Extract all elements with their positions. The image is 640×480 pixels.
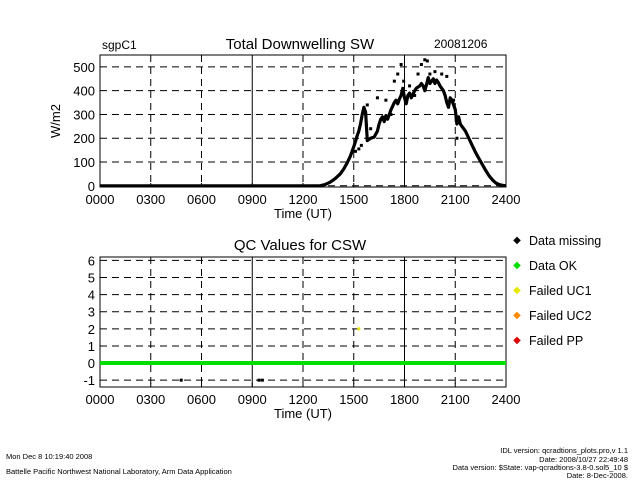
x-tick-label: 1500 <box>339 192 368 207</box>
data-point <box>419 63 423 67</box>
legend-label: Failed UC1 <box>529 283 592 298</box>
x-tick-label: 2100 <box>441 392 470 407</box>
x-tick-label: 0600 <box>187 392 216 407</box>
date-label: 20081206 <box>434 37 488 51</box>
x-axis-label: Time (UT) <box>274 206 332 221</box>
y-tick-label: 500 <box>73 60 95 75</box>
x-tick-label: 0600 <box>187 192 216 207</box>
legend-label: Failed UC2 <box>529 308 592 323</box>
qc-chart-title: QC Values for CSW <box>233 237 367 254</box>
data-point <box>423 58 427 62</box>
x-tick-label: 0300 <box>136 392 165 407</box>
data-point <box>365 103 369 107</box>
legend-marker: ◆ <box>513 335 521 346</box>
data-point <box>369 127 373 131</box>
data-point <box>375 96 379 100</box>
data-point <box>402 79 406 83</box>
x-axis-label: Time (UT) <box>274 406 332 421</box>
legend-label: Data OK <box>529 258 577 273</box>
data-point <box>440 72 444 76</box>
legend-marker: ◆ <box>513 285 521 296</box>
y-tick-label: -1 <box>83 373 95 388</box>
x-tick-label: 1800 <box>390 392 419 407</box>
y-tick-label: 200 <box>73 131 95 146</box>
data-point <box>257 378 261 382</box>
data-point <box>260 378 264 382</box>
y-tick-label: 400 <box>73 84 95 99</box>
x-tick-label: 2400 <box>492 192 521 207</box>
data-point <box>359 143 363 147</box>
y-tick-label: 0 <box>88 179 95 194</box>
data-point <box>455 136 459 140</box>
y-tick-label: 6 <box>88 253 95 268</box>
x-tick-label: 0900 <box>238 392 267 407</box>
site-label: sgpC1 <box>102 38 137 52</box>
legend-item: ◆ Data missing <box>513 228 601 253</box>
y-tick-label: 0 <box>88 356 95 371</box>
footer-date2: Date: 8-Dec-2008. <box>566 471 628 480</box>
data-point <box>428 72 432 76</box>
chart-title: Total Downwelling SW <box>225 36 375 53</box>
y-tick-label: 300 <box>73 107 95 122</box>
footer-date: Date: 2008/10/27 22:49:48 <box>539 455 628 464</box>
plot-frame <box>99 256 507 388</box>
y-tick-label: 3 <box>88 305 95 320</box>
footer-data-version: Data version: $State: vap-qcradtions-3.8… <box>452 463 628 472</box>
footer-org: Battelle Pacific Northwest National Labo… <box>6 467 232 476</box>
data-point <box>357 147 361 151</box>
y-tick-label: 100 <box>73 155 95 170</box>
legend-marker: ◆ <box>513 260 521 271</box>
y-tick-label: 1 <box>88 339 95 354</box>
data-point <box>452 98 456 102</box>
data-point <box>425 59 429 63</box>
data-point <box>353 149 357 153</box>
data-point <box>396 72 400 76</box>
x-tick-label: 1200 <box>289 392 318 407</box>
data-point <box>384 98 388 102</box>
legend-marker: ◆ <box>513 310 521 321</box>
legend-label: Failed PP <box>529 333 584 348</box>
data-point <box>416 72 420 76</box>
data-point <box>392 79 396 83</box>
legend-item: ◆ Failed PP <box>513 328 601 353</box>
data-point <box>399 63 403 67</box>
y-tick-label: 4 <box>88 288 95 303</box>
legend-item: ◆ Failed UC2 <box>513 303 601 328</box>
footer-timestamp: Mon Dec 8 10:19:40 2008 <box>6 452 93 461</box>
x-tick-label: 0000 <box>86 392 115 407</box>
legend: ◆ Data missing ◆ Data OK ◆ Failed UC1 ◆ Fail… <box>513 228 601 353</box>
y-tick-label: 2 <box>88 322 95 337</box>
data-point <box>357 327 361 331</box>
data-point <box>433 70 437 74</box>
legend-label: Data missing <box>529 233 602 248</box>
x-tick-label: 0900 <box>238 192 267 207</box>
series-line <box>100 75 507 188</box>
y-axis-label: W/m2 <box>48 104 63 138</box>
x-tick-label: 1800 <box>390 192 419 207</box>
footer-idl-version: IDL version: qcradtions_plots.pro,v 1.1 <box>500 446 628 455</box>
x-tick-label: 2100 <box>441 192 470 207</box>
data-point <box>389 112 393 116</box>
sw-plot: 0000 0300 0600 0900 1200 1500 1800 2100 2400 0 100… <box>48 54 521 221</box>
data-point <box>408 84 412 88</box>
data-point <box>413 93 417 97</box>
legend-item: ◆ Failed UC1 <box>513 278 601 303</box>
legend-item: ◆ Data OK <box>513 253 601 278</box>
x-tick-label: 0300 <box>136 192 165 207</box>
x-tick-label: 2400 <box>492 392 521 407</box>
data-point <box>179 378 183 382</box>
legend-marker: ◆ <box>513 235 521 246</box>
qc-plot: 0000 0300 0600 0900 1200 1500 1800 2100 2400 -1 0 1… <box>83 253 520 421</box>
x-tick-label: 0000 <box>86 192 115 207</box>
x-tick-label: 1200 <box>289 192 318 207</box>
y-tick-label: 5 <box>88 271 95 286</box>
data-point <box>445 74 449 78</box>
x-tick-label: 1500 <box>339 392 368 407</box>
